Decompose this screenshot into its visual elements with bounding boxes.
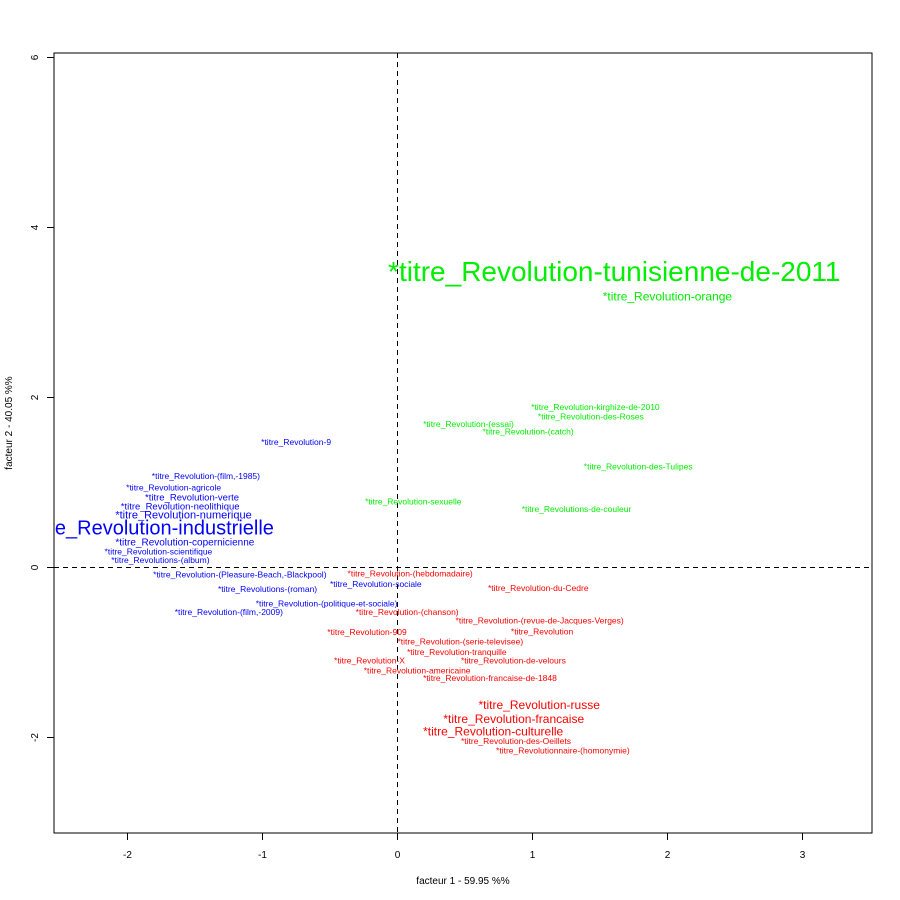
data-point-label: *titre_Revolution-orange <box>603 289 733 303</box>
data-point-label: *titre_Revolution-X <box>334 655 405 665</box>
y-tick-label: 4 <box>30 224 41 230</box>
data-point-label: *titre_Revolution-(chanson) <box>356 607 459 617</box>
data-point-label: *titre_Revolution <box>511 626 574 636</box>
data-point-label: *titre_Revolution-sociale <box>330 579 422 589</box>
data-point-label: *titre_Revolution-sexuelle <box>365 496 462 506</box>
data-point-label: *titre_Revolutions-(roman) <box>218 584 317 594</box>
data-point-label: *titre_Revolution-des-Roses <box>538 411 644 421</box>
data-point-label: *titre_Revolution-de-velours <box>461 655 566 665</box>
data-point-label: *titre_Revolutionnaire-(homonymie) <box>496 745 630 755</box>
data-point-label: *titre_Revolution-(Pleasure-Beach,-Black… <box>153 569 327 579</box>
data-point-label: *titre_Revolution-copernicienne <box>115 537 254 548</box>
data-point-label: *titre_Revolution-americaine <box>364 665 471 675</box>
data-point-label: *titre_Revolution-kirghize-de-2010 <box>531 402 660 412</box>
data-point-label: *titre_Revolution-(hebdomadaire) <box>348 569 473 579</box>
y-tick-label: -2 <box>30 733 41 742</box>
data-point-label: *titre_Revolutions-de-couleur <box>522 504 632 514</box>
data-point-label: *titre_Revolution-du-Cedre <box>488 583 589 593</box>
point-labels: *titre_Revolution-tunisienne-de-2011 *tit… <box>25 256 840 756</box>
x-axis-label: facteur 1 - 59.95 %% <box>416 876 509 887</box>
data-point-label: *titre_Revolution-tranquille <box>407 647 507 657</box>
data-point-label: *titre_Revolution-industrielle <box>25 518 274 540</box>
data-point-label: *titre_Revolution-culturelle <box>423 725 563 739</box>
x-tick-label: 2 <box>665 850 671 861</box>
x-tick-label: -2 <box>123 850 132 861</box>
data-point-label: *titre_Revolutions-(album) <box>111 555 209 565</box>
data-point-label: *titre_Revolution-francaise <box>443 712 584 726</box>
data-point-label: *titre_Revolution-numerique <box>115 510 251 522</box>
x-tick-label: 0 <box>395 850 401 861</box>
data-point-label: *titre_Revolution-(catch) <box>483 427 574 437</box>
data-point-label: *titre_Revolution-des-Oeillets <box>461 736 571 746</box>
y-axis-label: facteur 2 - 40.05 %% <box>4 376 15 469</box>
x-tick-label: -1 <box>258 850 267 861</box>
x-tick-label: 1 <box>530 850 536 861</box>
data-point-label: *titre_Revolution-909 <box>327 627 407 637</box>
data-point-label: *titre_Revolution-(film,-1985) <box>152 471 260 481</box>
x-tick-label: 3 <box>800 850 806 861</box>
data-point-label: *titre_Revolution-(film,-2009) <box>175 607 283 617</box>
data-point-label: *titre_Revolution-(serie-televisee) <box>398 637 524 647</box>
data-point-label: *titre_Revolution-(revue-de-Jacques-Verg… <box>456 615 624 625</box>
data-point-label: *titre_Revolution-(essai) <box>423 419 514 429</box>
data-point-label: *titre_Revolution-tunisienne-de-2011 <box>388 256 840 287</box>
y-tick-label: 6 <box>30 54 41 60</box>
data-point-label: *titre_Revolution-verte <box>145 492 239 503</box>
data-point-label: *titre_Revolution-des-Tulipes <box>584 461 693 471</box>
plot-frame <box>53 52 873 834</box>
data-point-label: *titre_Revolution-(politique-et-sociale) <box>256 598 398 608</box>
data-point-label: *titre_Revolution-scientifique <box>105 546 213 556</box>
y-tick-label: 0 <box>30 564 41 570</box>
data-point-label: *titre_Revolution-neolithique <box>121 502 240 513</box>
data-point-label: *titre_Revolution-9 <box>261 437 331 447</box>
y-tick-label: 2 <box>30 394 41 400</box>
data-point-label: *titre_Revolution-russe <box>479 698 601 712</box>
data-point-label: *titre_Revolution-francaise-de-1848 <box>423 673 557 683</box>
data-point-label: *titre_Revolution-agricole <box>126 483 221 493</box>
